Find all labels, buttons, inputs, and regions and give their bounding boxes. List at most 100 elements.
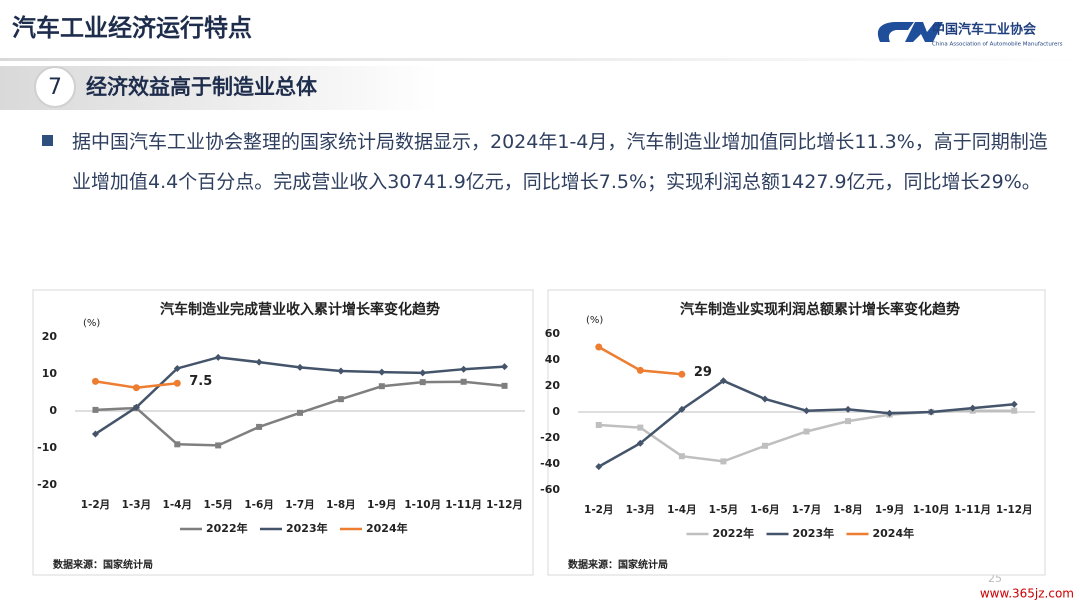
- point: [174, 441, 181, 448]
- section-number: 7: [48, 75, 62, 100]
- x-tick-label: 1-6月: [244, 499, 273, 511]
- y-tick-label: 60: [545, 327, 561, 340]
- chart-title: 汽车制造业完成营业收入累计增长率变化趋势: [160, 301, 440, 318]
- x-tick-label: 1-9月: [367, 499, 396, 511]
- point: [969, 404, 977, 412]
- point: [678, 370, 686, 378]
- x-tick-label: 1-2月: [584, 504, 613, 516]
- point: [761, 395, 769, 403]
- point: [297, 409, 303, 416]
- chart-frame: [32, 289, 534, 576]
- y-tick-label: -10: [37, 441, 57, 454]
- point: [636, 366, 644, 374]
- x-tick-label: 1-10月: [913, 504, 950, 516]
- point: [173, 379, 181, 387]
- point: [173, 364, 181, 372]
- legend-label: 2024年: [366, 521, 408, 535]
- point: [91, 430, 99, 438]
- logo-mark: [877, 22, 943, 42]
- y-tick-label: 0: [49, 404, 57, 417]
- paragraph: 据中国汽车工业协会整理的国家统计局数据显示，2024年1-4月，汽车制造业增加值…: [72, 131, 1048, 193]
- point: [1010, 400, 1018, 408]
- point: [1011, 407, 1018, 414]
- point: [378, 368, 386, 376]
- point: [337, 367, 345, 375]
- x-tick-label: 1-7月: [285, 499, 314, 511]
- point: [215, 442, 222, 449]
- point: [132, 403, 140, 411]
- x-tick-label: 1-11月: [445, 499, 482, 511]
- point: [256, 423, 263, 430]
- point: [719, 377, 727, 385]
- section-badge: [34, 66, 76, 108]
- y-tick-label: 10: [42, 367, 58, 380]
- point: [132, 384, 140, 392]
- y-tick-label: -60: [540, 483, 560, 496]
- point: [886, 409, 894, 417]
- source: 数据来源：国家统计局: [568, 558, 668, 571]
- watermark: www.365jz.com: [980, 587, 1074, 601]
- x-tick-label: 1-2月: [81, 499, 110, 511]
- y-unit: (%): [83, 318, 100, 329]
- y-tick-label: -40: [540, 457, 560, 470]
- x-tick-label: 1-11月: [954, 504, 991, 516]
- point: [761, 442, 768, 449]
- x-tick-label: 1-8月: [833, 504, 862, 516]
- x-tick-label: 1-4月: [163, 499, 192, 511]
- point: [720, 458, 727, 465]
- chart-frame: [547, 289, 1046, 576]
- x-tick-label: 1-5月: [709, 504, 738, 516]
- legend-label: 2024年: [873, 526, 915, 540]
- y-tick-label: -20: [37, 478, 57, 491]
- y-unit: (%): [586, 315, 603, 326]
- point: [678, 453, 685, 460]
- point: [803, 428, 810, 435]
- data-label: 7.5: [189, 374, 212, 389]
- point: [255, 358, 263, 366]
- chart-title: 汽车制造业实现利润总额累计增长率变化趋势: [680, 301, 960, 318]
- point: [419, 369, 427, 377]
- x-tick-label: 1-5月: [203, 499, 232, 511]
- point: [803, 407, 810, 415]
- y-tick-label: 20: [545, 379, 561, 392]
- x-tick-label: 1-7月: [792, 504, 821, 516]
- logo-name: 中国汽车工业协会: [932, 22, 1037, 38]
- x-tick-label: 1-8月: [326, 499, 355, 511]
- point: [595, 463, 603, 471]
- x-tick-label: 1-9月: [875, 504, 904, 516]
- x-tick-label: 1-3月: [122, 499, 151, 511]
- y-tick-label: -20: [540, 431, 560, 444]
- y-tick-label: 20: [42, 330, 58, 343]
- point: [845, 418, 852, 425]
- point: [460, 365, 468, 373]
- header-title: 汽车工业经济运行特点: [12, 14, 252, 42]
- point: [419, 379, 426, 386]
- logo-subtitle: China Association of Automobile Manufact…: [932, 42, 1063, 48]
- point: [844, 405, 852, 413]
- point: [378, 383, 385, 390]
- point: [678, 405, 686, 413]
- bullet: [42, 135, 53, 146]
- charts: 汽车制造业完成营业收入累计增长率变化趋势 (%) 数据来源：国家统计局 -20 -10 0…: [32, 289, 1046, 576]
- y-tick-label: 0: [552, 405, 560, 418]
- x-tick-label: 1-3月: [626, 504, 655, 516]
- point: [501, 382, 508, 389]
- legend-label: 2022年: [206, 521, 248, 535]
- point: [214, 353, 222, 361]
- x-tick-label: 1-12月: [486, 499, 523, 511]
- point: [501, 363, 509, 371]
- point: [337, 396, 344, 403]
- point: [595, 422, 602, 428]
- x-tick-label: 1-6月: [750, 504, 779, 516]
- header-rule: [0, 58, 1080, 61]
- data-label: 29: [694, 365, 712, 380]
- point: [927, 408, 935, 416]
- x-tick-label: 1-10月: [404, 499, 441, 511]
- legend-label: 2023年: [286, 521, 328, 535]
- point: [91, 377, 99, 385]
- point: [595, 343, 603, 351]
- point: [460, 378, 467, 385]
- section-title: 经济效益高于制造业总体: [86, 75, 318, 99]
